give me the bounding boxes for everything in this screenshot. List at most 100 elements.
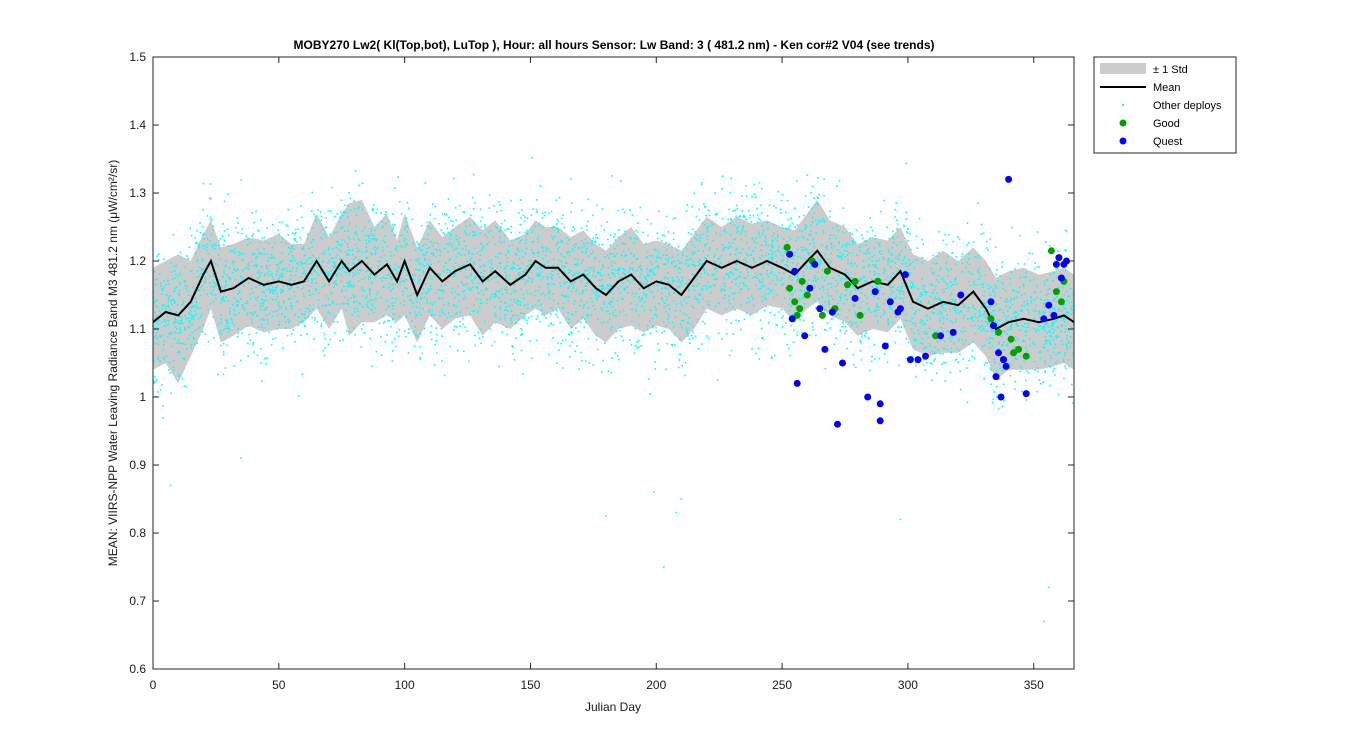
other-deploy-point — [1009, 306, 1011, 308]
other-deploy-point — [1025, 399, 1028, 401]
other-deploy-point — [865, 240, 868, 242]
other-deploy-point — [463, 211, 465, 213]
other-deploy-point — [271, 223, 274, 226]
other-deploy-point — [766, 221, 768, 224]
other-deploy-point — [458, 264, 460, 267]
other-deploy-point — [757, 231, 760, 233]
other-deploy-point — [923, 285, 926, 288]
other-deploy-point — [588, 271, 591, 274]
other-deploy-point — [555, 313, 557, 316]
other-deploy-point — [441, 297, 444, 299]
other-deploy-point — [609, 303, 611, 305]
other-deploy-point — [1051, 307, 1054, 310]
other-deploy-point — [818, 193, 820, 196]
other-deploy-point — [1060, 340, 1063, 342]
other-deploy-point — [601, 274, 604, 277]
other-deploy-point — [1012, 289, 1014, 291]
other-deploy-point — [990, 369, 993, 371]
other-deploy-point — [224, 299, 226, 302]
other-deploy-point — [252, 341, 255, 344]
other-deploy-point — [908, 264, 911, 267]
other-deploy-point — [306, 259, 308, 261]
other-deploy-point — [638, 288, 641, 291]
other-deploy-point — [854, 262, 856, 265]
other-deploy-point — [508, 278, 510, 280]
other-deploy-point — [193, 306, 195, 308]
other-deploy-point — [816, 223, 818, 226]
other-deploy-point — [750, 221, 753, 223]
other-deploy-point — [352, 294, 354, 296]
other-deploy-point — [396, 250, 399, 252]
other-deploy-point — [699, 237, 701, 239]
other-deploy-point — [380, 354, 383, 356]
other-deploy-point — [270, 284, 273, 287]
other-deploy-point — [860, 341, 862, 344]
other-deploy-point — [560, 241, 562, 243]
other-deploy-point — [317, 274, 320, 276]
other-deploy-point — [479, 250, 481, 252]
other-deploy-point — [344, 303, 347, 305]
other-deploy-point — [568, 334, 571, 336]
other-deploy-point — [311, 282, 313, 285]
other-deploy-point — [471, 310, 474, 313]
other-deploy-point — [594, 275, 597, 278]
other-deploy-point — [846, 271, 848, 274]
other-deploy-point — [950, 351, 952, 353]
other-deploy-point — [237, 231, 239, 234]
other-deploy-point — [646, 329, 649, 331]
other-deploy-point — [671, 256, 674, 258]
other-deploy-point — [313, 213, 315, 216]
other-deploy-point — [362, 208, 364, 211]
other-deploy-point — [596, 272, 599, 275]
other-deploy-point — [573, 228, 576, 231]
other-deploy-point — [1034, 291, 1036, 294]
other-deploy-point — [661, 298, 663, 300]
other-deploy-point — [803, 246, 805, 249]
other-deploy-point — [234, 251, 236, 254]
other-deploy-point — [330, 257, 333, 259]
other-deploy-point — [631, 268, 634, 270]
other-deploy-point — [293, 238, 295, 240]
other-deploy-point — [760, 204, 762, 207]
other-deploy-point — [1048, 244, 1051, 247]
other-deploy-point — [833, 343, 836, 345]
other-deploy-point — [910, 328, 913, 330]
other-deploy-point — [623, 287, 625, 290]
other-deploy-point — [666, 298, 668, 301]
other-deploy-point — [679, 323, 682, 326]
other-deploy-point — [932, 262, 935, 264]
other-deploy-point — [1067, 340, 1070, 343]
other-deploy-point — [285, 308, 288, 311]
other-deploy-point — [300, 264, 303, 266]
other-deploy-point — [217, 244, 220, 247]
other-deploy-point — [930, 267, 933, 270]
other-deploy-point — [942, 322, 945, 325]
other-deploy-point — [219, 292, 221, 295]
other-deploy-point — [814, 251, 816, 253]
other-deploy-point — [458, 300, 460, 302]
other-deploy-point — [172, 278, 174, 280]
other-deploy-point — [333, 281, 335, 284]
other-deploy-point — [406, 226, 408, 228]
other-deploy-point — [1049, 340, 1051, 343]
other-deploy-point — [992, 288, 995, 290]
other-deploy-point — [568, 239, 570, 241]
other-deploy-point — [504, 314, 506, 316]
other-deploy-point — [852, 240, 854, 242]
other-deploy-point — [995, 303, 998, 305]
other-deploy-point — [330, 270, 333, 272]
other-deploy-point — [599, 274, 602, 276]
other-deploy-point — [530, 249, 533, 251]
other-deploy-point — [340, 211, 342, 213]
other-deploy-point — [546, 276, 548, 278]
other-deploy-point — [227, 300, 229, 302]
other-deploy-point — [232, 263, 235, 265]
other-deploy-point — [951, 252, 954, 254]
other-deploy-point — [838, 179, 841, 182]
other-deploy-point — [919, 293, 922, 295]
other-deploy-point — [455, 235, 458, 237]
other-deploy-point — [179, 327, 181, 329]
other-deploy-point — [983, 363, 986, 366]
other-deploy-point — [304, 254, 307, 256]
other-deploy-point — [728, 208, 731, 211]
